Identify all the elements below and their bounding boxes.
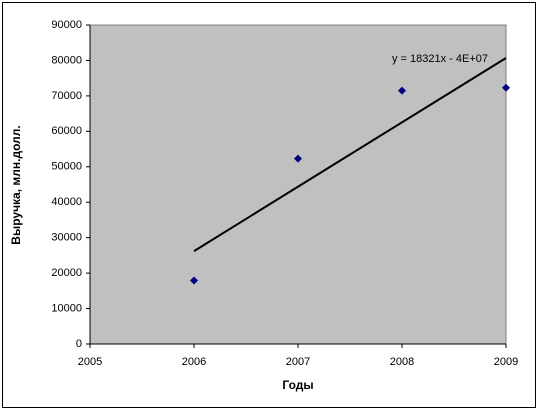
point <box>294 154 302 163</box>
x-axis-label: Годы <box>282 378 313 392</box>
y-tick-label: 0 <box>76 338 82 350</box>
y-axis-label: Выручка, млн.долл. <box>9 125 23 244</box>
y-tick-label: 40000 <box>51 196 82 208</box>
y-tick-label: 10000 <box>51 302 82 314</box>
plot-area <box>89 24 507 345</box>
y-tick-label: 30000 <box>51 232 82 244</box>
x-tick-label: 2005 <box>78 356 102 368</box>
point <box>502 83 510 92</box>
point <box>398 86 406 95</box>
y-tick-label: 70000 <box>51 90 82 102</box>
y-tick-label: 20000 <box>51 267 82 279</box>
trendline-equation: y = 18321x - 4E+07 <box>392 53 488 65</box>
x-tick-label: 2006 <box>182 356 206 368</box>
x-tick-label: 2009 <box>494 356 518 368</box>
x-tick-label: 2008 <box>390 356 414 368</box>
y-tick-label: 50000 <box>51 161 82 173</box>
trendline <box>193 57 507 252</box>
point <box>190 276 198 285</box>
y-tick-label: 80000 <box>51 54 82 66</box>
x-tick-label: 2007 <box>286 356 310 368</box>
y-tick-label: 60000 <box>51 125 82 137</box>
y-tick-label: 90000 <box>51 19 82 31</box>
